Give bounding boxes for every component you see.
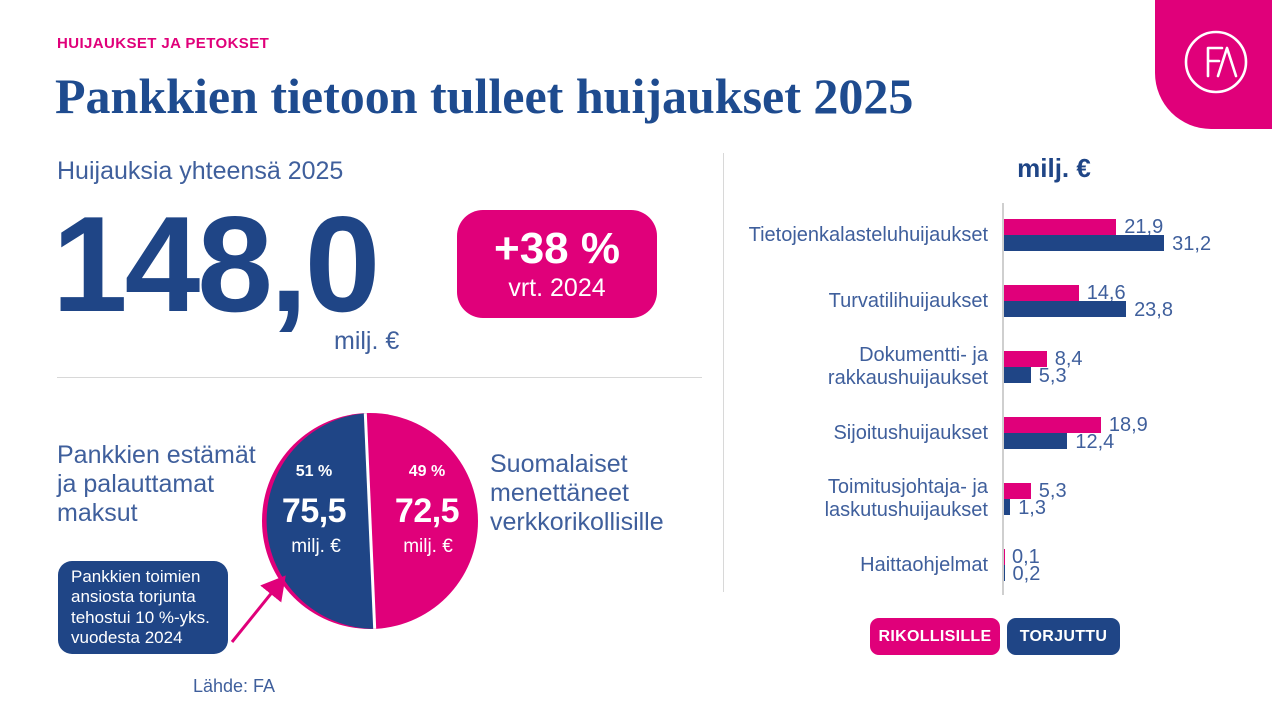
chart-unit-title: milj. €	[1017, 153, 1091, 183]
pie-divider	[363, 413, 377, 629]
bar-category-label: Tietojenkalasteluhuijaukset	[748, 223, 988, 246]
total-label: Huijauksia yhteensä 2025	[57, 157, 344, 185]
vertical-divider	[723, 153, 724, 592]
chart-legend: RIKOLLISILLE TORJUTTU	[737, 618, 1280, 655]
bar-value-torjuttu: 23,8	[1134, 299, 1173, 321]
callout-box: Pankkien toimien ansiosta torjunta tehos…	[58, 561, 228, 654]
pie-right-label: Suomalaiset menettäneet verkkorikollisil…	[490, 450, 664, 536]
bar-torjuttu	[1003, 235, 1165, 251]
callout-text: Pankkien toimien ansiosta torjunta tehos…	[71, 566, 210, 648]
page-title: Pankkien tietoon tulleet huijaukset 2025	[55, 68, 914, 124]
pie-pink-value: 72,5	[395, 492, 459, 530]
bar-row: Tietojenkalasteluhuijaukset 21,9 31,2	[737, 202, 1280, 268]
total-unit: milj. €	[334, 327, 400, 355]
pie-blue-percent: 51 %	[296, 463, 332, 480]
bar-value-torjuttu: 12,4	[1075, 431, 1115, 453]
bar-row: Toimitusjohtaja- ja laskutushuijaukset 5,…	[737, 466, 1280, 532]
total-value: 148,0	[52, 188, 380, 340]
pie-blue-unit: milj. €	[291, 536, 341, 557]
bar-value-torjuttu: 0,2	[1012, 563, 1041, 585]
pie-blue-value: 75,5	[282, 492, 346, 530]
bar-value-rikollisille: 5,3	[1038, 480, 1067, 502]
bar-row: Dokumentti- ja rakkaushuijaukset 8,4 5,3	[737, 334, 1280, 400]
fa-logo	[1155, 0, 1272, 129]
source-label: Lähde: FA	[193, 676, 276, 696]
bar-row: Sijoitushuijaukset 18,9 12,4	[737, 400, 1280, 466]
bar-value-rikollisille: 8,4	[1054, 348, 1083, 370]
bar-row: Haittaohjelmat 0,1 0,2	[737, 532, 1280, 598]
bar-torjuttu	[1003, 367, 1031, 383]
bar-value-rikollisille: 14,6	[1086, 282, 1126, 304]
fa-logo-icon	[1184, 30, 1248, 94]
bar-value-rikollisille: 21,9	[1124, 216, 1164, 238]
bar-torjuttu	[1003, 433, 1068, 449]
pie-pink-unit: milj. €	[403, 536, 453, 557]
change-compare-year: vrt. 2024	[508, 274, 606, 303]
chart-axis-line	[1002, 203, 1004, 595]
bar-category-label: Dokumentti- ja rakkaushuijaukset	[827, 344, 988, 389]
bar-rikollisille	[1003, 285, 1079, 301]
change-badge: +38 % vrt. 2024	[457, 210, 657, 318]
bar-torjuttu	[1003, 301, 1127, 317]
bar-row: Turvatilihuijaukset 14,6 23,8	[737, 268, 1280, 334]
bar-value-torjuttu: 5,3	[1038, 365, 1067, 387]
bar-torjuttu	[1003, 499, 1011, 515]
bar-rikollisille	[1003, 219, 1117, 235]
pie-chart: 51 % 75,5 milj. € 49 % 72,5 milj. €	[262, 413, 478, 629]
pie-left-label: Pankkien estämät ja palauttamat maksut	[57, 441, 256, 527]
bar-rikollisille	[1003, 483, 1031, 499]
bar-category-label: Toimitusjohtaja- ja laskutushuijaukset	[824, 476, 988, 521]
bar-value-rikollisille: 18,9	[1108, 414, 1148, 436]
bar-value-rikollisille: 0,1	[1012, 546, 1040, 568]
bar-value-torjuttu: 31,2	[1172, 233, 1212, 255]
pie-slice-blue	[266, 413, 375, 629]
callout-arrow-icon	[230, 575, 286, 643]
bar-torjuttu	[1003, 565, 1005, 581]
horizontal-divider	[57, 377, 702, 378]
bar-rikollisille	[1003, 351, 1047, 367]
bar-category-label: Turvatilihuijaukset	[828, 289, 988, 312]
bar-chart: milj. € Tietojenkalasteluhuijaukset 21,9 3…	[737, 140, 1280, 700]
pie-pink-percent: 49 %	[409, 463, 445, 480]
category-eyebrow: HUIJAUKSET JA PETOKSET	[57, 35, 270, 52]
legend-rikollisille-button[interactable]: RIKOLLISILLE	[870, 618, 1000, 655]
bar-value-torjuttu: 1,3	[1018, 497, 1046, 519]
legend-torjuttu-button[interactable]: TORJUTTU	[1007, 618, 1120, 655]
bar-rikollisille	[1003, 549, 1004, 565]
bar-category-label: Sijoitushuijaukset	[833, 421, 988, 444]
bar-rikollisille	[1003, 417, 1101, 433]
bar-category-label: Haittaohjelmat	[860, 553, 988, 576]
change-percent: +38 %	[494, 223, 620, 273]
